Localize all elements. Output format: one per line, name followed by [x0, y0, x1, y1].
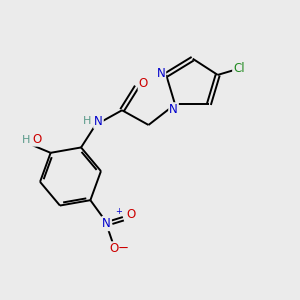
Text: N: N — [157, 67, 165, 80]
Text: N: N — [169, 103, 178, 116]
Text: +: + — [115, 208, 122, 217]
Text: O: O — [139, 77, 148, 90]
Text: −: − — [118, 242, 129, 255]
Text: N: N — [102, 217, 111, 230]
Text: Cl: Cl — [233, 62, 245, 75]
Text: O: O — [109, 242, 119, 255]
Text: H: H — [83, 116, 92, 126]
Text: O: O — [126, 208, 135, 221]
Text: N: N — [94, 115, 103, 128]
Text: H: H — [22, 135, 31, 145]
Text: O: O — [33, 133, 42, 146]
